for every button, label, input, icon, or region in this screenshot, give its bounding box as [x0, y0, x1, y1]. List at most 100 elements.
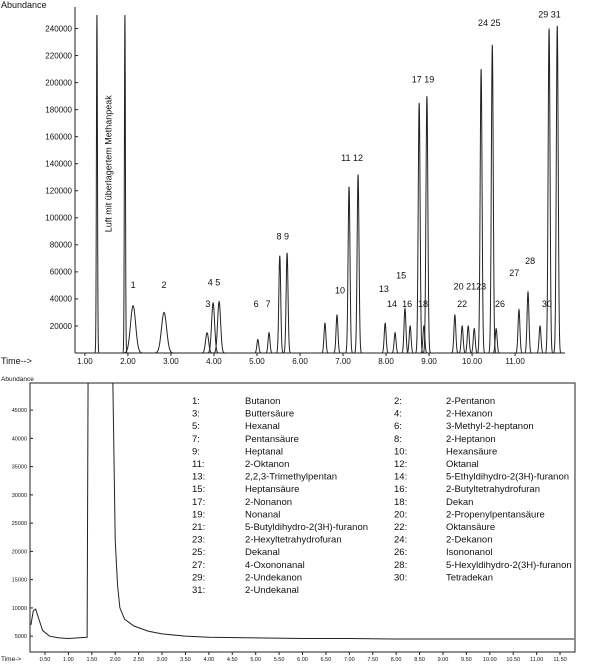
x-tick-label: 5.50: [274, 657, 285, 663]
peak: [353, 174, 363, 353]
compound-name: Isononanol: [446, 547, 492, 558]
peak: [122, 14, 128, 353]
y-tick-label: 35000: [12, 465, 27, 471]
y-tick-label: 120000: [45, 187, 72, 196]
peak: [151, 311, 177, 353]
peak: [332, 313, 342, 353]
peak-label: 17 19: [412, 75, 435, 85]
peak: [422, 96, 432, 353]
compound-name: 5-Hexyldihydro-2(3H)-furanon: [446, 560, 572, 571]
peak-label: 30: [542, 299, 552, 309]
compound-number: 28:: [394, 560, 407, 571]
compound-number: 26:: [394, 547, 407, 558]
peak-label: 29 31: [538, 10, 561, 20]
peak-label: 16: [402, 299, 412, 309]
compound-name: 2-Dekanon: [446, 535, 492, 546]
x-tick-label: 5.00: [249, 357, 265, 366]
compound-name: 5-Butyldihydro-2(3H)-furanon: [245, 522, 368, 533]
peak: [523, 290, 533, 353]
peak: [211, 300, 227, 353]
x-tick-label: 3.00: [163, 357, 179, 366]
x-tick-label: 7.00: [335, 357, 351, 366]
peak: [476, 69, 486, 353]
x-tick-label: 9.00: [438, 657, 449, 663]
y-tick-label: 60000: [50, 268, 73, 277]
y-tick-label: 20000: [50, 322, 73, 331]
compound-number: 20:: [394, 509, 407, 520]
x-tick-label: 7.00: [344, 657, 355, 663]
y-axis-label: Abundance: [1, 376, 34, 383]
vertical-note: Luft mit überlagertem Methanpeak: [104, 95, 114, 233]
peak: [320, 322, 330, 353]
compound-number: 17:: [192, 497, 205, 508]
peak: [414, 102, 424, 353]
peak: [94, 14, 100, 353]
x-tick-label: 4.00: [203, 657, 214, 663]
peak-label: 7: [266, 299, 271, 309]
x-tick-label: 8.00: [391, 657, 402, 663]
compound-name: 4-Oxononanal: [245, 560, 305, 571]
peak-label: 26: [495, 299, 505, 309]
x-tick-label: 3.50: [180, 657, 191, 663]
peak-label: 6: [254, 299, 259, 309]
x-tick-label: 9.00: [421, 357, 437, 366]
compound-name: 2-Hexanon: [446, 409, 492, 420]
x-tick-label: 8.50: [414, 657, 425, 663]
compound-name: Butanon: [245, 396, 280, 407]
compound-name: 2-Oktanon: [245, 459, 289, 470]
compound-number: 13:: [192, 472, 205, 483]
compound-number: 5:: [192, 421, 200, 432]
peak: [120, 304, 146, 353]
compound-number: 2:: [394, 396, 402, 407]
y-tick-label: 10000: [12, 606, 27, 612]
compound-name: Tetradekan: [446, 572, 493, 583]
peak: [199, 332, 215, 353]
compound-number: 3:: [192, 409, 200, 420]
compound-number: 4:: [394, 409, 402, 420]
x-tick-label: 11.00: [530, 657, 543, 663]
compound-number: 1:: [192, 396, 200, 407]
compound-number: 12:: [394, 459, 407, 470]
compound-name: Heptansäure: [245, 484, 299, 495]
peak: [457, 324, 467, 353]
x-tick-label: 6.00: [292, 357, 308, 366]
peak-label: 20 2123: [454, 281, 487, 291]
peak-label: 3: [205, 299, 210, 309]
peak: [450, 313, 460, 353]
x-axis-label: Time->: [1, 656, 21, 663]
compound-number: 8:: [394, 434, 402, 445]
y-tick-label: 5000: [15, 634, 27, 640]
compound-name: 2-Pentanon: [446, 396, 495, 407]
compound-number: 19:: [192, 509, 205, 520]
compound-name: 2-Hexyltetrahydrofuran: [245, 535, 342, 546]
x-tick-label: 4.00: [206, 357, 222, 366]
peak: [419, 324, 429, 353]
compound-number: 15:: [192, 484, 205, 495]
x-tick-label: 10.00: [483, 657, 497, 663]
x-tick-label: 1.00: [77, 357, 93, 366]
y-tick-label: 15000: [12, 578, 27, 584]
y-tick-label: 140000: [45, 160, 72, 169]
peak: [535, 324, 545, 353]
x-tick-label: 6.00: [297, 657, 308, 663]
peak-label: 18: [418, 299, 428, 309]
compound-number: 29:: [192, 572, 205, 583]
trace: [30, 382, 575, 640]
compound-name: Nonanal: [245, 509, 280, 520]
y-tick-label: 25000: [12, 521, 27, 527]
peak: [405, 324, 415, 353]
peak: [282, 252, 292, 353]
peak: [380, 322, 390, 353]
compound-name: Oktansäure: [446, 522, 495, 533]
y-tick-label: 220000: [45, 51, 72, 60]
peak-label: 1: [131, 280, 136, 290]
x-tick-label: 2.00: [120, 357, 136, 366]
compound-number: 18:: [394, 497, 407, 508]
peak-label: 8 9: [277, 231, 290, 241]
peak-label: 13: [379, 284, 389, 294]
compound-name: Dekan: [446, 497, 473, 508]
x-tick-label: 7.50: [367, 657, 378, 663]
compound-number: 6:: [394, 421, 402, 432]
compound-name: 2-Nonanon: [245, 497, 292, 508]
compound-name: Buttersäure: [245, 409, 294, 420]
